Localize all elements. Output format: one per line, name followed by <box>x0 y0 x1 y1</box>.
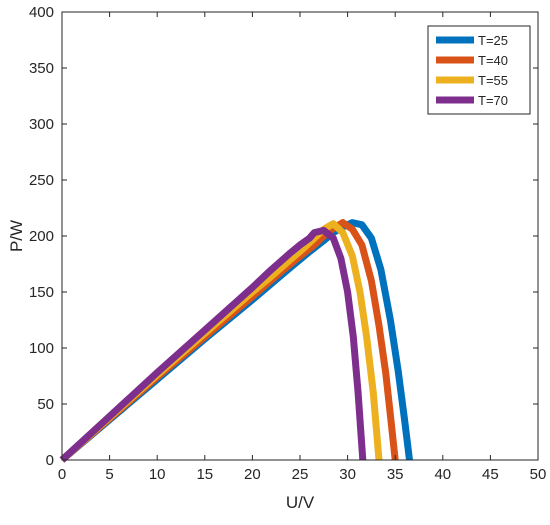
legend-entry-label: T=70 <box>478 93 508 108</box>
x-tick-label: 30 <box>339 466 356 483</box>
series-line-T=55 <box>59 220 383 463</box>
y-tick-label: 200 <box>29 228 54 245</box>
y-tick-label: 250 <box>29 172 54 189</box>
y-tick-label: 0 <box>46 452 54 469</box>
x-tick-label: 20 <box>244 466 261 483</box>
series-layer <box>59 219 413 463</box>
y-axis-label: P/W <box>7 220 26 252</box>
x-tick-label: 35 <box>387 466 404 483</box>
y-tick-label: 400 <box>29 4 54 21</box>
y-tick-label: 100 <box>29 340 54 357</box>
x-axis-label: U/V <box>286 493 315 512</box>
y-tick-label: 350 <box>29 60 54 77</box>
series-line-T=40 <box>59 219 399 463</box>
y-tick-label: 50 <box>37 396 54 413</box>
x-tick-label: 0 <box>58 466 66 483</box>
series-line-T=70 <box>59 226 367 463</box>
legend: T=25 T=40 T=55 T=70 <box>427 25 531 115</box>
ticks-layer: 0 5 10 15 20 25 30 35 40 45 50 0 50 100 150 200 250 300 35… <box>29 4 546 483</box>
legend-entry-label: T=55 <box>478 73 508 88</box>
legend-entry-label: T=25 <box>478 33 508 48</box>
x-tick-label: 5 <box>105 466 113 483</box>
legend-entry-label: T=40 <box>478 53 508 68</box>
x-tick-label: 40 <box>434 466 451 483</box>
y-tick-label: 300 <box>29 116 54 133</box>
x-tick-label: 15 <box>196 466 213 483</box>
x-tick-label: 45 <box>482 466 499 483</box>
x-tick-label: 25 <box>292 466 309 483</box>
x-tick-label: 50 <box>530 466 547 483</box>
y-tick-label: 150 <box>29 284 54 301</box>
x-tick-label: 10 <box>149 466 166 483</box>
